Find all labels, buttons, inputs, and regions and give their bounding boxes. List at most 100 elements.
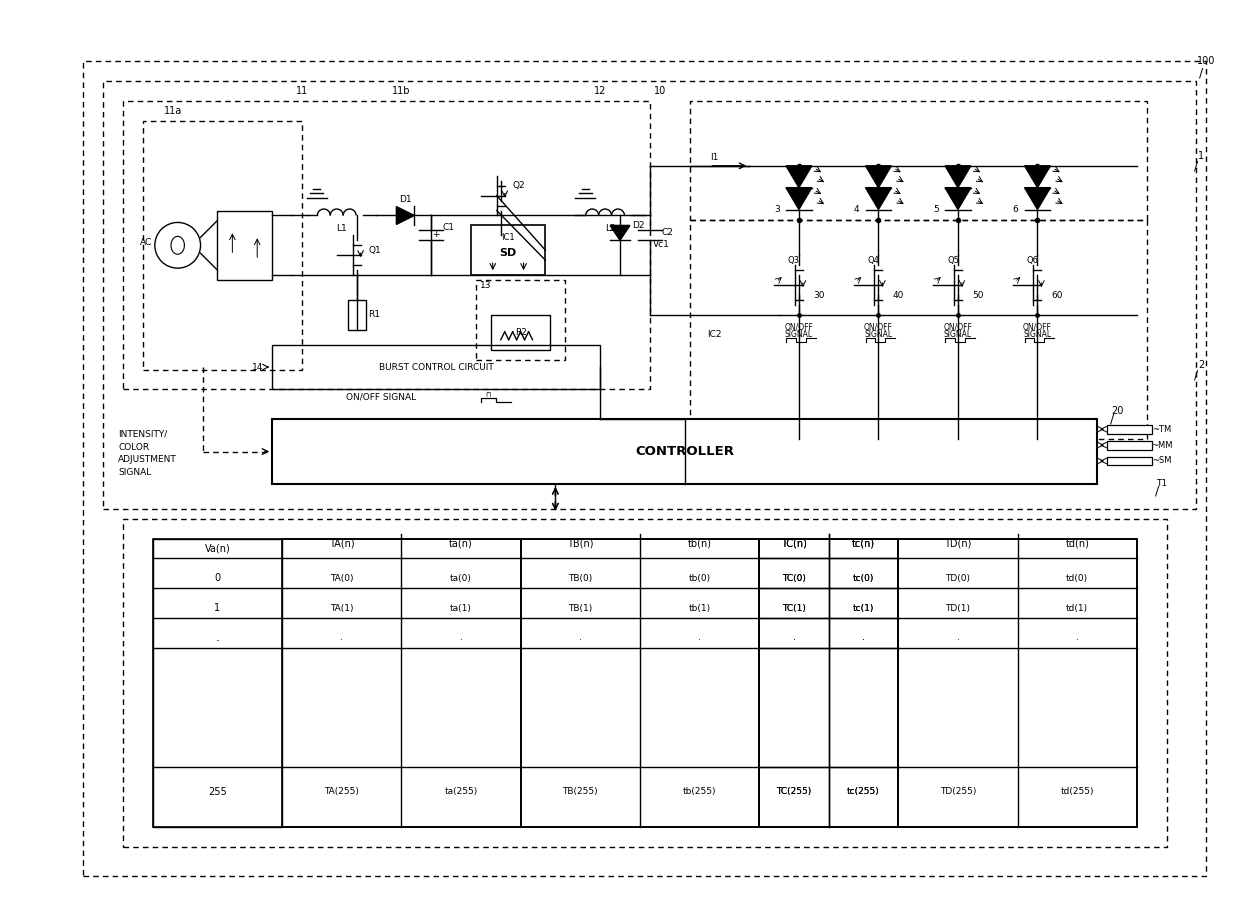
- Polygon shape: [786, 165, 812, 187]
- Polygon shape: [786, 187, 812, 210]
- Text: Q2: Q2: [512, 181, 525, 190]
- Text: TC(n): TC(n): [781, 539, 807, 549]
- Text: TA(1): TA(1): [330, 604, 353, 613]
- Text: TA(0): TA(0): [330, 573, 353, 583]
- Text: 13: 13: [480, 280, 491, 289]
- Text: ~SM: ~SM: [1152, 457, 1172, 466]
- Text: SIGNAL: SIGNAL: [118, 469, 151, 477]
- Text: 50: 50: [972, 290, 983, 300]
- Bar: [123, 518, 1167, 846]
- Text: 11: 11: [296, 86, 308, 96]
- Text: ON/OFF SIGNAL: ON/OFF SIGNAL: [346, 393, 417, 402]
- Text: IC1: IC1: [501, 233, 515, 242]
- Text: 255: 255: [208, 787, 227, 797]
- Text: TC(n): TC(n): [781, 539, 807, 549]
- Text: TC(1): TC(1): [782, 604, 806, 613]
- Text: TB(255): TB(255): [563, 788, 598, 797]
- Text: .: .: [792, 633, 795, 642]
- Text: SIGNAL: SIGNAL: [1023, 330, 1052, 339]
- Text: td(n): td(n): [1065, 539, 1089, 549]
- Polygon shape: [397, 207, 414, 224]
- Bar: [471, 225, 546, 275]
- Bar: [217, 210, 272, 280]
- Bar: [759, 539, 898, 827]
- Text: TB(1): TB(1): [568, 604, 593, 613]
- Text: 0: 0: [215, 573, 221, 584]
- Text: Q6: Q6: [1027, 255, 1038, 265]
- Bar: [83, 62, 1207, 877]
- Bar: [689, 101, 1147, 221]
- Text: L1: L1: [336, 224, 347, 233]
- Text: 1: 1: [1198, 151, 1204, 161]
- Bar: [1107, 457, 1152, 465]
- Text: T1: T1: [1156, 480, 1167, 488]
- Text: TC(0): TC(0): [782, 573, 806, 583]
- Text: ta(1): ta(1): [450, 604, 472, 613]
- Text: .: .: [698, 633, 701, 642]
- Text: tc(255): tc(255): [847, 788, 880, 797]
- Text: ADJUSTMENT: ADJUSTMENT: [118, 456, 177, 464]
- Bar: [123, 101, 650, 390]
- Text: td(0): td(0): [1066, 573, 1089, 583]
- Text: AC: AC: [140, 238, 153, 247]
- Text: .: .: [1076, 633, 1079, 642]
- Text: 6: 6: [1013, 205, 1018, 214]
- Text: Q4: Q4: [868, 255, 879, 265]
- Polygon shape: [610, 225, 630, 241]
- Text: TD(n): TD(n): [944, 539, 972, 549]
- Text: ON/OFF: ON/OFF: [1023, 323, 1052, 332]
- Text: tc(1): tc(1): [853, 604, 874, 613]
- Text: +: +: [433, 230, 440, 239]
- Text: .: .: [340, 633, 343, 642]
- Text: Q1: Q1: [368, 245, 381, 255]
- Text: SIGNAL: SIGNAL: [864, 330, 893, 339]
- Bar: [759, 539, 898, 827]
- Text: ON/OFF: ON/OFF: [785, 323, 813, 332]
- Text: ~MM: ~MM: [1151, 440, 1173, 449]
- Text: 20: 20: [1111, 406, 1123, 416]
- Text: L2: L2: [605, 224, 615, 233]
- Text: C1: C1: [441, 223, 454, 232]
- Bar: [689, 221, 1147, 439]
- Text: 4: 4: [854, 205, 859, 214]
- Polygon shape: [866, 187, 892, 210]
- Text: 40: 40: [893, 290, 904, 300]
- Text: TB(n): TB(n): [567, 539, 594, 549]
- Text: SIGNAL: SIGNAL: [944, 330, 972, 339]
- Polygon shape: [945, 165, 971, 187]
- Text: .: .: [216, 631, 219, 644]
- Polygon shape: [866, 165, 892, 187]
- Text: td(1): td(1): [1066, 604, 1089, 613]
- Text: TB(0): TB(0): [568, 573, 593, 583]
- Text: Q5: Q5: [947, 255, 959, 265]
- Polygon shape: [1024, 165, 1050, 187]
- Text: td(255): td(255): [1060, 788, 1094, 797]
- Text: TA(n): TA(n): [329, 539, 355, 549]
- Text: Q3: Q3: [787, 255, 800, 265]
- Bar: [143, 121, 301, 369]
- Text: tb(n): tb(n): [687, 539, 712, 549]
- Text: 3: 3: [774, 205, 780, 214]
- Text: TD(255): TD(255): [940, 788, 976, 797]
- Text: 100: 100: [1198, 56, 1215, 66]
- Bar: [153, 539, 1137, 827]
- Text: .: .: [862, 633, 866, 642]
- Text: /: /: [1110, 413, 1114, 425]
- Text: 11a: 11a: [164, 106, 182, 116]
- Text: 11b: 11b: [392, 86, 410, 96]
- Text: INTENSITY/: INTENSITY/: [118, 430, 167, 438]
- Text: D1: D1: [399, 195, 412, 204]
- Text: BURST CONTROL CIRCUIT: BURST CONTROL CIRCUIT: [378, 363, 494, 371]
- Text: tc(n): tc(n): [852, 539, 875, 549]
- Bar: [1107, 440, 1152, 449]
- Polygon shape: [945, 187, 971, 210]
- Text: ON/OFF: ON/OFF: [864, 323, 893, 332]
- Text: TA(255): TA(255): [324, 788, 360, 797]
- Text: TC(255): TC(255): [776, 788, 811, 797]
- Bar: [1107, 425, 1152, 434]
- Bar: [491, 315, 551, 349]
- Text: tc(n): tc(n): [852, 539, 875, 549]
- Bar: [476, 280, 565, 359]
- Bar: [521, 539, 759, 827]
- Text: SD: SD: [500, 248, 517, 258]
